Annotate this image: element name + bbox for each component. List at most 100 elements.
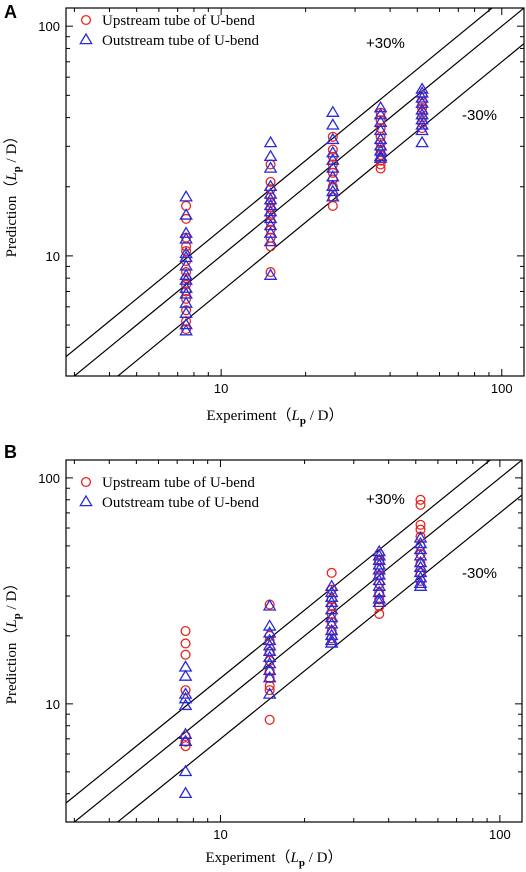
data-point-outstream <box>415 118 429 130</box>
data-point-upstream <box>180 736 191 747</box>
data-point-outstream <box>262 599 277 611</box>
data-point-outstream <box>262 656 277 669</box>
y-tick-label: 10 <box>46 249 60 264</box>
data-point-outstream <box>262 663 277 676</box>
data-point-outstream <box>324 628 339 641</box>
data-point-upstream <box>181 245 192 257</box>
data-point-outstream <box>324 579 339 591</box>
data-point-outstream <box>373 149 388 162</box>
x-axis-title: Experiment（Lp / D） <box>207 407 344 427</box>
data-point-outstream <box>178 734 193 746</box>
data-point-outstream <box>325 132 340 145</box>
data-point-outstream <box>413 548 428 561</box>
legend-marker-upstream <box>80 476 92 488</box>
data-point-upstream <box>180 638 191 649</box>
data-point-outstream <box>413 579 428 591</box>
data-point-outstream <box>373 132 388 145</box>
data-point-outstream <box>415 91 429 103</box>
data-point-outstream <box>263 211 278 224</box>
data-point-upstream <box>264 685 275 696</box>
data-point-upstream <box>374 608 385 619</box>
x-tick-label: 10 <box>214 381 228 396</box>
data-point-outstream <box>178 698 193 711</box>
reference-line-2 <box>73 8 524 376</box>
data-point-outstream <box>179 273 193 285</box>
data-point-outstream <box>372 592 387 604</box>
data-point-outstream <box>324 616 339 629</box>
data-point-outstream <box>325 118 340 130</box>
band-label-plus: +30% <box>366 35 405 52</box>
data-point-upstream <box>264 673 275 684</box>
data-point-outstream <box>179 268 193 280</box>
x-tick-label: 100 <box>491 381 513 396</box>
data-point-outstream <box>178 669 193 681</box>
chart-panel-a: A +30% -30% 10 100 10 100 Experiment（Lp / D） Pre… <box>3 2 525 427</box>
data-point-outstream <box>373 115 388 127</box>
data-point-outstream <box>324 595 339 608</box>
data-point-upstream <box>180 685 191 696</box>
data-point-outstream <box>262 687 277 699</box>
data-point-outstream <box>179 246 193 259</box>
data-point-outstream <box>325 153 340 165</box>
data-point-outstream <box>373 151 388 163</box>
reference-line-1 <box>66 8 493 358</box>
data-point-outstream <box>373 107 388 120</box>
plot-frame <box>65 7 525 377</box>
data-point-upstream <box>327 200 338 211</box>
data-point-outstream <box>325 105 340 117</box>
data-point-upstream <box>180 649 191 660</box>
data-point-outstream <box>179 323 193 336</box>
data-point-outstream <box>262 633 277 646</box>
data-point-outstream <box>178 786 193 799</box>
data-point-outstream <box>415 123 429 136</box>
data-point-outstream <box>263 268 278 280</box>
data-point-upstream <box>415 499 426 510</box>
data-point-outstream <box>373 100 388 113</box>
data-point-outstream <box>263 218 278 231</box>
data-point-outstream <box>263 226 278 238</box>
data-point-outstream <box>413 576 428 589</box>
data-point-outstream <box>325 184 340 197</box>
data-point-outstream <box>179 232 193 244</box>
data-point-outstream <box>413 565 428 578</box>
data-point-outstream <box>178 691 193 704</box>
data-point-upstream <box>326 567 337 578</box>
data-point-outstream <box>179 281 193 293</box>
data-point-upstream <box>265 267 276 278</box>
reference-line-3 <box>116 494 522 822</box>
plot-frame <box>65 459 523 823</box>
data-point-outstream <box>263 204 278 217</box>
data-point-outstream <box>324 602 339 615</box>
y-tick-label: 100 <box>38 471 60 486</box>
data-point-outstream <box>415 96 429 108</box>
legend-label: Upstream tube of U-bend <box>102 475 255 491</box>
data-point-outstream <box>263 198 278 211</box>
y-axis-title: Prediction（Lp / D） <box>3 576 23 705</box>
legend-label: Outstream tube of U-bend <box>102 495 260 511</box>
band-label-plus: +30% <box>366 491 405 508</box>
data-point-upstream <box>415 494 426 505</box>
legend-label: Upstream tube of U-bend <box>102 13 255 29</box>
data-point-outstream <box>178 727 193 739</box>
data-point-outstream <box>413 536 428 549</box>
data-point-upstream <box>327 131 338 142</box>
data-point-outstream <box>373 144 388 156</box>
data-point-outstream <box>263 135 278 148</box>
data-point-outstream <box>178 687 193 699</box>
data-point-outstream <box>179 208 193 220</box>
data-point-outstream <box>324 636 339 648</box>
data-point-upstream <box>181 267 192 278</box>
data-point-outstream <box>324 610 339 623</box>
data-point-outstream <box>262 670 277 683</box>
reference-line-2 <box>73 460 522 822</box>
data-point-upstream <box>180 625 191 637</box>
data-point-outstream <box>263 161 278 173</box>
data-point-upstream <box>374 594 385 605</box>
data-point-outstream <box>179 317 193 330</box>
data-point-outstream <box>178 764 193 777</box>
data-point-outstream <box>179 189 193 202</box>
data-point-outstream <box>413 542 428 555</box>
band-label-minus: -30% <box>462 565 497 582</box>
chart-panel-b: B +30% -30% 10 100 10 100 Experiment（Lp / D） Pre… <box>3 442 523 869</box>
panel-letter: B <box>4 442 17 462</box>
